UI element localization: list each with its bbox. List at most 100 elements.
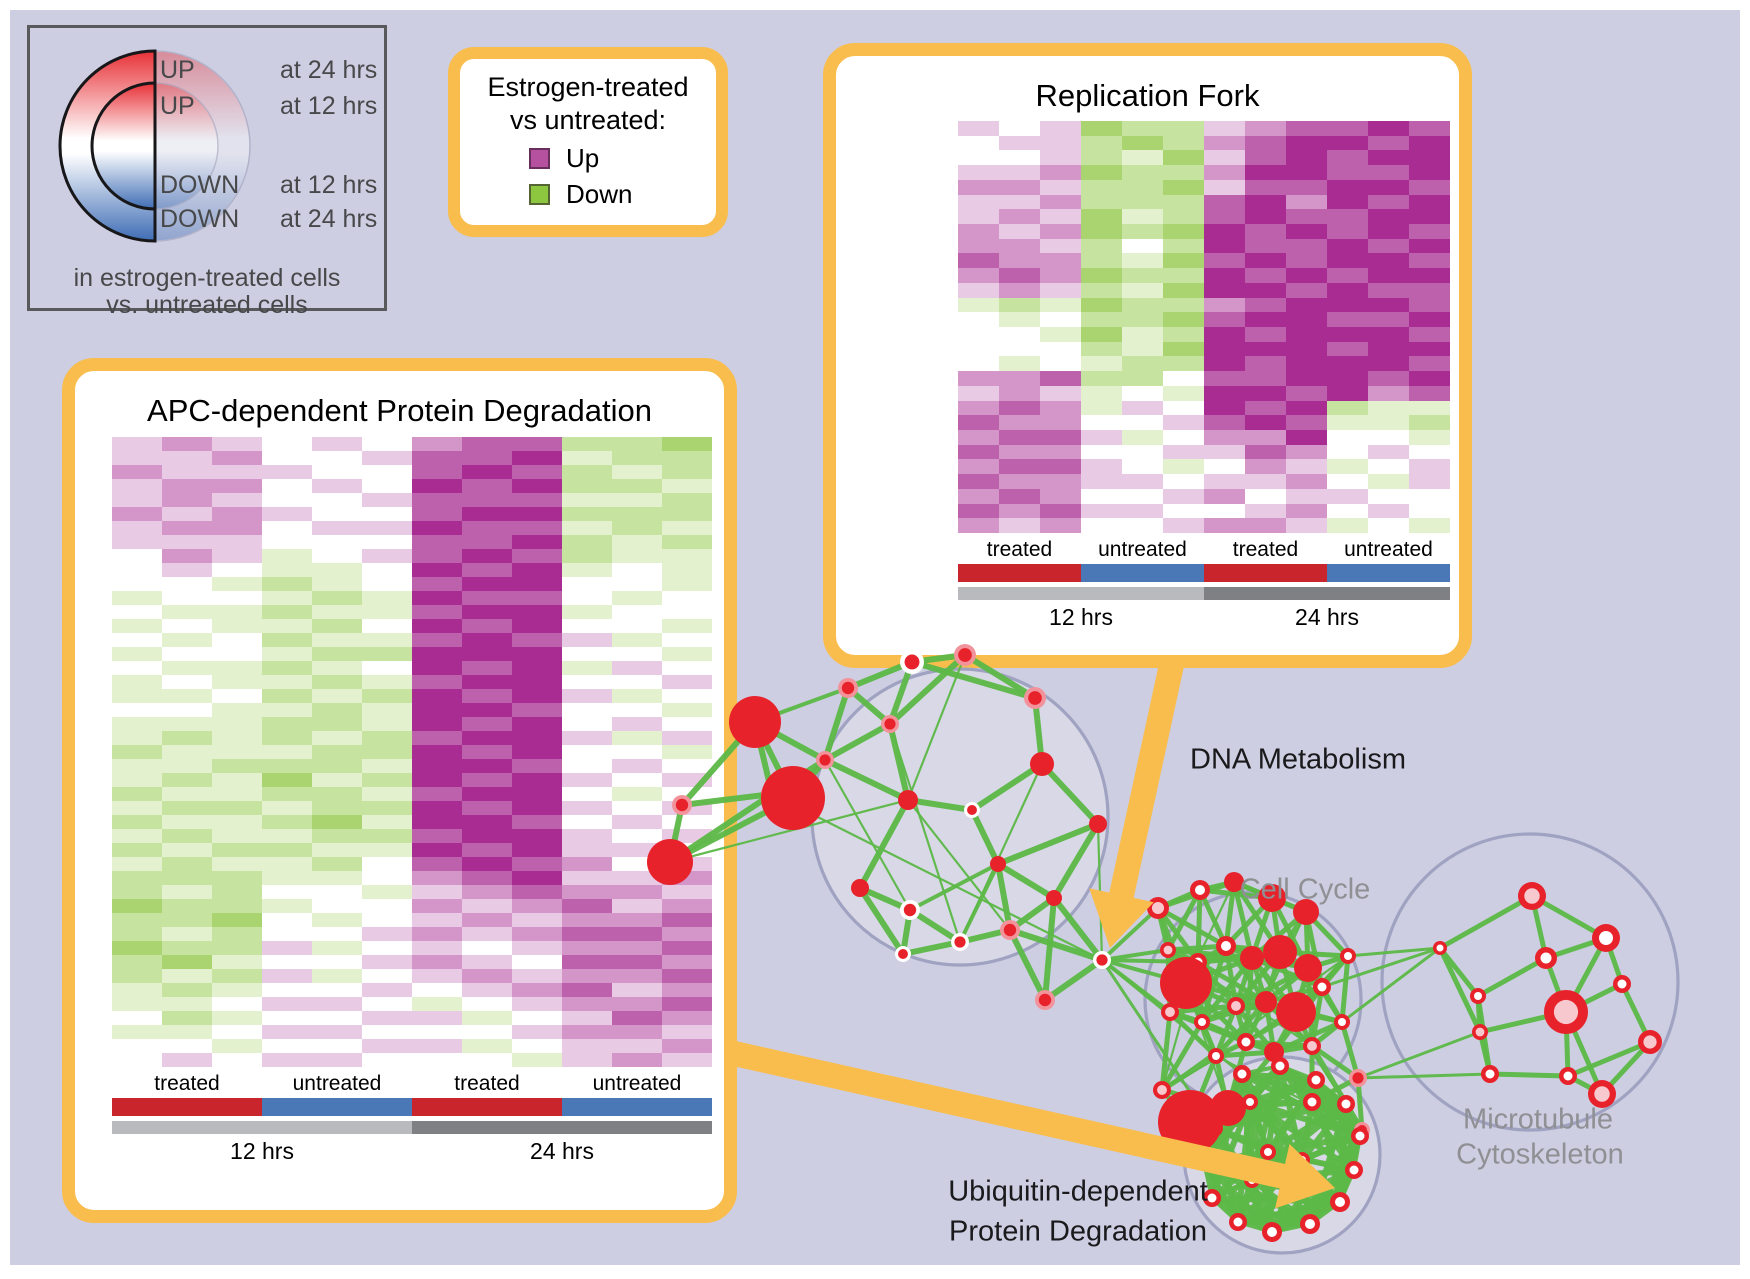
heatmap-cell [612,619,662,633]
heatmap-cell [662,927,712,941]
heatmap-cell [212,1025,262,1039]
heatmap-cell [262,535,312,549]
heatmap-cell [1368,135,1409,151]
network-edge [1247,1099,1363,1139]
heatmap-cell [112,885,162,899]
heatmap-cell [512,983,562,997]
heatmap-cell [1081,488,1122,504]
heatmap-cell [1245,282,1286,298]
network-node [1212,1052,1220,1060]
heatmap-cell [958,356,999,372]
heatmap-cell [1245,415,1286,430]
heatmap-cell [662,689,712,703]
heatmap-cell [662,997,712,1011]
heatmap-cell [312,843,362,857]
heatmap-cell [1081,253,1122,269]
heatmap-cell [1409,415,1450,430]
heatmap-cell [1040,503,1081,519]
heatmap-cell [412,493,462,507]
heatmap-cell [1081,371,1122,386]
network-edge [969,761,1045,813]
heatmap-cell [212,493,262,507]
heatmap-cell [1409,297,1450,313]
heatmap-cell [1081,385,1122,401]
heatmap-cell [312,507,362,521]
heatmap-cell [312,1039,362,1053]
heatmap-cell [1286,268,1327,283]
ring-left-inner [90,81,157,211]
heatmap-cell [362,717,412,731]
network-node [1237,1069,1247,1079]
heatmap-cell [612,815,662,829]
heatmap-cell [612,493,662,507]
ring-row-time: at 12 hrs [280,92,378,120]
heatmap-cell [362,1025,412,1039]
heatmap-cell [1204,444,1245,460]
heatmap-cell [1081,400,1122,416]
heatmap-cell [512,479,562,493]
heatmap-cell [312,437,362,451]
heatmap-cell [162,759,212,773]
heatmap-cell [1409,503,1450,519]
heatmap-cell [162,969,212,983]
heatmap-cell [362,787,412,801]
network-node [819,754,831,766]
time-label: 12 hrs [230,1138,294,1164]
network-node [884,718,896,730]
heatmap-cell [1122,253,1163,269]
heatmap-cell [262,829,312,843]
heatmap-cell [1122,135,1163,151]
group-color-bar [958,564,1081,582]
heatmap-cell [1409,282,1450,298]
heatmap-cell [662,549,712,563]
heatmap-cell [112,1025,162,1039]
heatmap-cell [1081,179,1122,195]
heatmap-cell [612,549,662,563]
heatmap-cell [1081,429,1122,445]
network-edge [1247,1099,1357,1173]
heatmap-cell [1286,444,1327,460]
heatmap-cell [362,871,412,885]
heatmap-cell [1122,415,1163,430]
heatmap-cell [362,661,412,675]
heatmap-cell [162,913,212,927]
network-edge [668,798,910,864]
heatmap-cell [162,675,212,689]
heatmap-grid-0 [958,121,1450,533]
heatmap-cell [412,633,462,647]
heatmap-cell [1409,488,1450,504]
time-color-bar [412,1121,712,1134]
heatmap-cell [112,787,162,801]
heatmap-cell [462,661,512,675]
network-edge [1565,1039,1653,1079]
heatmap-cell [512,941,562,955]
group-bar-1 [112,1098,712,1116]
heatmap-cell [412,787,462,801]
network-edge [969,807,1001,867]
heatmap-cell [662,815,712,829]
network-edge [1309,984,1325,1049]
heatmap-cell [562,689,612,703]
heatmap-cell [1409,253,1450,269]
heatmap-cell [462,1025,512,1039]
heatmap-cell [312,913,362,927]
heatmap-cell [562,1053,612,1067]
heatmap-cell [212,661,262,675]
heatmap-cell [662,969,712,983]
network-node [1246,1098,1254,1106]
heatmap-cell [1163,503,1204,519]
heatmap-cell [1327,385,1368,401]
heatmap-cell [562,913,612,927]
heatmap-cell [1040,223,1081,239]
heatmap-cell [162,507,212,521]
network-edge [1039,761,1101,827]
heatmap-cell [1163,194,1204,210]
heatmap-cell [212,563,262,577]
heatmap-cell [562,983,612,997]
heatmap-cell [462,969,512,983]
heatmap-cell [112,577,162,591]
heatmap-cell [112,479,162,493]
heatmap-cell [312,661,362,675]
heatmap-cell [162,731,212,745]
heatmap-cell [262,675,312,689]
